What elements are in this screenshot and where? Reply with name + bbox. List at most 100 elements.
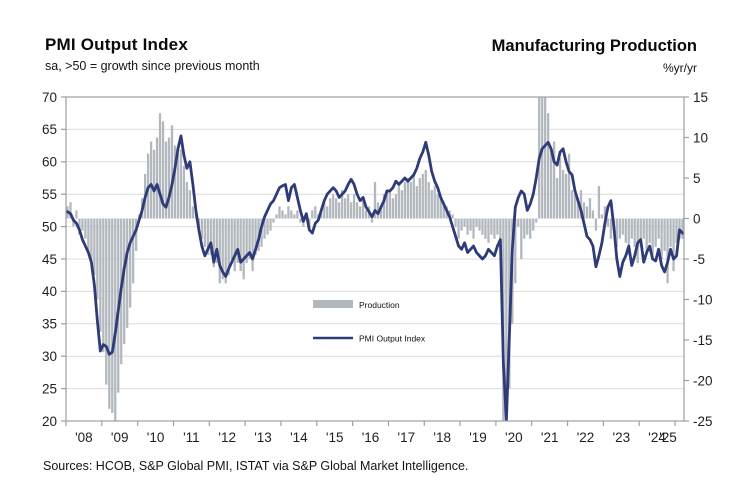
production-bar <box>349 202 353 219</box>
production-bar <box>382 194 386 219</box>
production-bar <box>675 218 678 243</box>
production-bar <box>496 218 499 235</box>
production-bar <box>651 218 654 255</box>
production-bar <box>170 125 174 219</box>
production-bar <box>657 218 660 239</box>
production-bar <box>490 218 493 235</box>
production-bar <box>457 218 460 239</box>
production-bar <box>203 218 206 247</box>
y-axis-left-label: 45 <box>42 252 57 267</box>
production-bar <box>666 218 669 284</box>
x-axis-label: '20 <box>505 430 523 445</box>
chart-subtitle-right: %yr/yr <box>663 61 697 75</box>
production-bar <box>463 218 466 227</box>
x-axis-label: '17 <box>398 430 416 445</box>
production-bar <box>164 141 168 219</box>
production-bar <box>627 218 630 255</box>
production-bar <box>669 218 672 247</box>
production-bar <box>346 194 350 219</box>
production-bar <box>442 202 445 219</box>
x-axis-label: '23 <box>613 430 631 445</box>
y-axis-right-label: 0 <box>693 211 701 226</box>
production-bar <box>672 218 675 272</box>
production-bar <box>558 157 562 219</box>
production-bar <box>275 214 278 219</box>
production-bar <box>224 218 227 284</box>
production-bar <box>391 198 395 219</box>
production-bar <box>99 218 102 332</box>
production-bar <box>433 186 436 219</box>
production-bar <box>663 218 666 251</box>
production-bar <box>436 194 439 219</box>
y-axis-right-label: 5 <box>693 171 701 186</box>
production-bar <box>424 169 427 219</box>
production-bar <box>81 218 84 231</box>
production-bar <box>561 169 565 219</box>
production-bar <box>576 198 580 219</box>
production-bar <box>406 178 409 219</box>
production-bar <box>290 210 293 219</box>
production-bar <box>451 214 454 219</box>
production-bar <box>206 218 209 255</box>
production-bar <box>296 210 299 219</box>
production-bar <box>72 218 75 227</box>
x-axis-label: '12 <box>218 430 236 445</box>
production-bar <box>176 153 180 219</box>
production-bar <box>388 190 392 219</box>
production-bar <box>299 218 302 223</box>
production-bar <box>645 218 648 251</box>
legend-bg-production <box>292 294 458 315</box>
x-axis-label: '08 <box>75 430 93 445</box>
y-axis-left-label: 50 <box>42 219 57 234</box>
production-bar <box>278 206 281 219</box>
production-bar <box>549 149 553 219</box>
production-bar <box>152 149 156 219</box>
production-bar <box>564 173 568 219</box>
production-bar <box>600 214 604 219</box>
production-bar <box>603 206 607 219</box>
production-bar <box>263 218 266 239</box>
production-bar <box>185 182 189 219</box>
production-bar <box>188 190 192 219</box>
x-axis-label: '18 <box>433 430 451 445</box>
production-bar <box>660 218 663 259</box>
production-bar <box>373 182 377 219</box>
y-axis-right-label: -5 <box>693 252 705 267</box>
production-bar <box>329 198 332 219</box>
production-bar <box>135 218 138 251</box>
production-bar <box>287 206 290 219</box>
production-bar <box>552 141 556 219</box>
production-bar <box>487 218 490 243</box>
production-bar <box>648 218 651 243</box>
x-axis-label: '09 <box>111 430 129 445</box>
production-bar <box>454 218 457 227</box>
production-bar <box>469 218 472 231</box>
production-bar <box>242 218 245 280</box>
production-bar <box>370 218 374 223</box>
production-bar <box>254 218 257 255</box>
y-axis-left-label: 30 <box>42 349 57 364</box>
legend-bg-pmi <box>292 328 458 349</box>
production-bar <box>209 218 212 255</box>
production-bar <box>475 218 478 227</box>
production-bar <box>114 218 117 421</box>
production-bar <box>102 218 105 353</box>
production-bar <box>361 198 365 219</box>
legend-box: Production PMI Output Index <box>292 294 458 349</box>
production-bar <box>332 194 335 219</box>
y-axis-right-label: -25 <box>693 414 713 429</box>
production-bar <box>547 113 550 219</box>
production-bar <box>123 218 126 345</box>
production-bar <box>624 218 627 243</box>
production-bar <box>517 218 520 227</box>
production-bar <box>639 218 642 247</box>
production-bar <box>499 218 502 239</box>
production-bar <box>218 218 221 284</box>
production-bar <box>281 210 284 219</box>
production-bar <box>149 141 153 219</box>
production-bar <box>182 165 186 219</box>
y-axis-right-label: -15 <box>693 333 713 348</box>
production-bar <box>567 153 571 219</box>
production-bar <box>335 198 338 219</box>
